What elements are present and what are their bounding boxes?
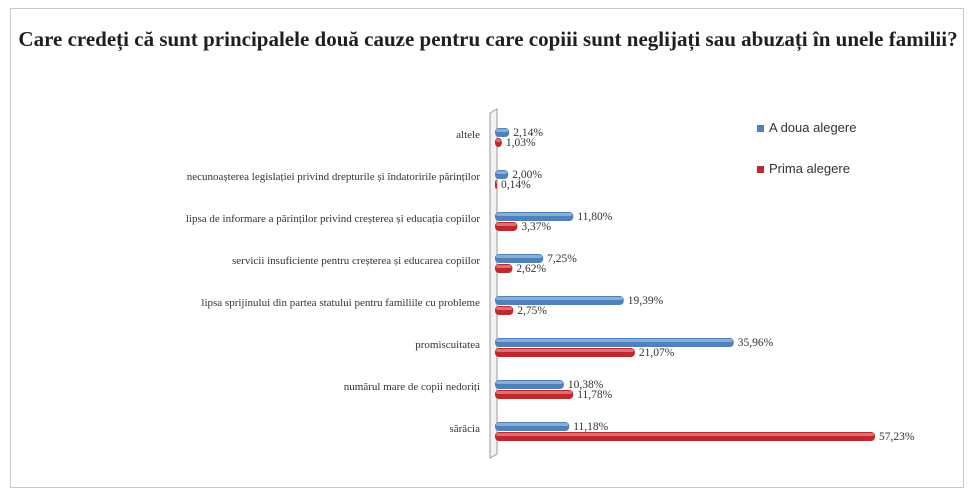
bar-highlight [496, 223, 517, 226]
legend-swatch [757, 125, 764, 132]
data-label: 11,80% [577, 211, 612, 223]
bar-body [495, 128, 510, 137]
bar [495, 222, 518, 231]
category-label: lipsa de informare a părinților privind … [186, 213, 480, 225]
data-label: 10,38% [568, 379, 604, 391]
axis-layer [489, 108, 498, 459]
bar-highlight [496, 139, 501, 142]
legend: A doua alegere Prima alegere [757, 120, 856, 176]
category-label: lipsa sprijinului din partea statului pe… [201, 297, 480, 309]
bar-body [495, 348, 635, 357]
bars-layer [495, 128, 876, 441]
bar-body [495, 390, 574, 399]
bar [495, 338, 734, 347]
category-label: numărul mare de copii nedoriți [344, 381, 480, 393]
bar-highlight [496, 381, 563, 384]
bar-body [495, 296, 624, 305]
bar-body [495, 180, 497, 189]
bar [495, 128, 510, 137]
data-label: 7,25% [547, 253, 577, 265]
data-label: 0,14% [501, 179, 531, 191]
data-label: 11,78% [577, 389, 612, 401]
bar [495, 432, 876, 441]
bar-body [495, 306, 514, 315]
bar-highlight [496, 423, 569, 426]
category-label: promiscuitatea [415, 339, 480, 351]
category-label: necunoașterea legislației privind dreptu… [187, 171, 481, 183]
data-label: 21,07% [639, 347, 675, 359]
bar [495, 390, 574, 399]
data-label: 2,62% [516, 263, 546, 275]
bar [495, 138, 502, 147]
legend-label: A doua alegere [769, 120, 856, 135]
bar [495, 306, 514, 315]
data-label: 35,96% [738, 337, 774, 349]
bar [495, 348, 635, 357]
value-axis [489, 108, 498, 459]
category-label: servicii insuficiente pentru creșterea ș… [232, 255, 480, 267]
data-label: 2,00% [512, 169, 542, 181]
bar-body [495, 212, 574, 221]
data-label: 1,03% [506, 137, 536, 149]
bar [495, 254, 544, 263]
bar-body [495, 432, 876, 441]
bar-body [495, 338, 734, 347]
bar-body [495, 264, 513, 273]
bar-body [495, 170, 509, 179]
bar [495, 180, 497, 189]
bar-highlight [496, 349, 634, 352]
bar-highlight [496, 339, 733, 342]
data-label: 11,18% [573, 421, 608, 433]
bar [495, 422, 570, 431]
bar-body [495, 222, 518, 231]
data-label: 19,39% [628, 295, 664, 307]
bar-highlight [496, 129, 509, 132]
data-label: 2,14% [513, 127, 543, 139]
bar-highlight [496, 265, 512, 268]
chart-title: Care credeți că sunt principalele două c… [18, 27, 958, 51]
bar [495, 170, 509, 179]
data-label: 3,37% [521, 221, 551, 233]
chart-frame [10, 8, 964, 488]
bar-highlight [496, 391, 573, 394]
legend-label: Prima alegere [769, 161, 850, 176]
bar-body [495, 138, 502, 147]
bar [495, 296, 624, 305]
data-label: 57,23% [879, 431, 915, 443]
category-label: altele [456, 129, 480, 141]
bar-highlight [496, 433, 875, 436]
legend-swatch [757, 166, 764, 173]
bar-highlight [496, 307, 513, 310]
bar [495, 212, 574, 221]
bar-highlight [496, 297, 623, 300]
bar [495, 264, 513, 273]
bar-highlight [496, 255, 543, 258]
bar-body [495, 422, 570, 431]
bar [495, 380, 564, 389]
bar-body [495, 380, 564, 389]
bar-highlight [496, 213, 573, 216]
bar-body [495, 254, 544, 263]
category-label: sărăcia [449, 423, 480, 435]
bar-highlight [496, 171, 508, 174]
bar-highlight [496, 181, 497, 184]
labels-layer: altele 2,14%1,03% necunoașterea legislație… [186, 127, 915, 443]
data-label: 2,75% [517, 305, 547, 317]
